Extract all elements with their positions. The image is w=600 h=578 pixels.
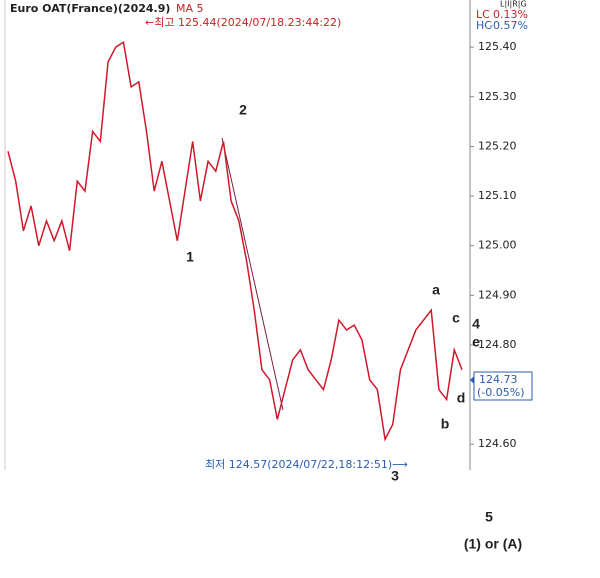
trend-line: [221, 137, 284, 411]
wave-label: b: [441, 416, 450, 432]
wave-label: 5: [485, 509, 493, 525]
wave-label: 4: [472, 316, 480, 332]
y-tick-label: 124.80: [478, 338, 517, 351]
y-tick-label: 124.90: [478, 288, 517, 301]
y-tick-label: 125.30: [478, 90, 517, 103]
y-tick-label: 125.20: [478, 139, 517, 152]
price-pointer: [470, 376, 474, 384]
wave-label: c: [452, 310, 460, 326]
low-note: 최저 124.57(2024/07/22,18:12:51)⟶: [205, 458, 408, 471]
high-note: ←최고 125.44(2024/07/18.23:44:22): [145, 16, 341, 29]
price-box: [473, 371, 533, 401]
last-change: (-0.05%): [477, 386, 525, 399]
wave-label: 3: [391, 468, 399, 484]
wave-label: a: [432, 282, 440, 298]
panel-tags: L|I|R|G: [500, 0, 527, 9]
wave-label: 2: [239, 102, 247, 118]
lc-label: LC: [476, 8, 490, 21]
y-tick-label: 125.00: [478, 239, 517, 252]
hc-value: -0.57%: [489, 19, 528, 32]
y-tick-label: 124.60: [478, 437, 517, 450]
price-line: [7, 40, 463, 442]
y-tick-label: 125.10: [478, 189, 517, 202]
hc-label: HC: [476, 19, 492, 32]
indicator-label: MA 5: [176, 2, 204, 15]
wave-label: d: [457, 390, 466, 406]
last-price: 124.73: [479, 373, 518, 386]
wave-label: e: [472, 334, 480, 350]
wave-label: 1: [186, 249, 194, 265]
lc-value: 0.13%: [493, 8, 528, 21]
y-tick-label: 125.40: [478, 40, 517, 53]
wave-label: (1) or (A): [464, 536, 522, 552]
chart-title: Euro OAT(France)(2024.9): [10, 2, 170, 15]
